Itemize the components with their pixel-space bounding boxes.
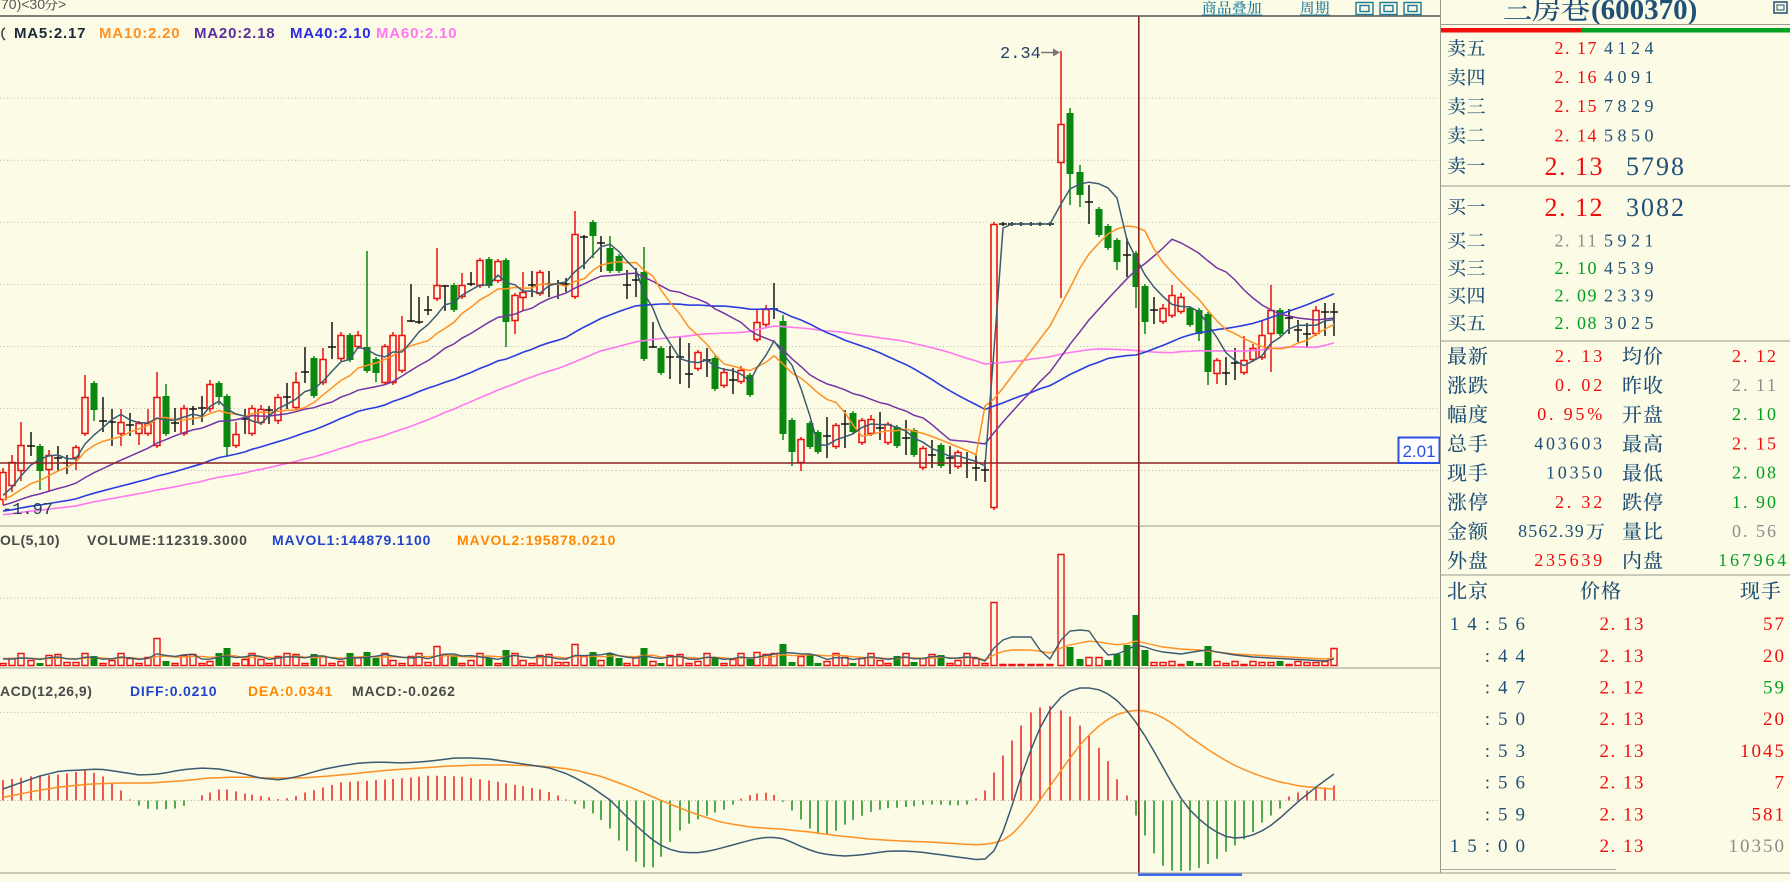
svg-text:2. 08: 2. 08 bbox=[1555, 313, 1599, 333]
svg-text:5850: 5850 bbox=[1604, 125, 1658, 145]
svg-text:2. 13: 2. 13 bbox=[1600, 741, 1646, 762]
svg-text:2. 13: 2. 13 bbox=[1600, 614, 1646, 635]
svg-text:4091: 4091 bbox=[1604, 67, 1658, 87]
svg-text:DEA:0.0341: DEA:0.0341 bbox=[248, 683, 333, 699]
svg-text:5798: 5798 bbox=[1626, 152, 1686, 181]
svg-text:2. 13: 2. 13 bbox=[1600, 646, 1646, 667]
svg-text:7: 7 bbox=[1775, 773, 1787, 794]
svg-text:2. 09: 2. 09 bbox=[1555, 285, 1599, 305]
svg-text:DIFF:0.0210: DIFF:0.0210 bbox=[130, 683, 217, 699]
svg-text:VOLUME:112319.3000: VOLUME:112319.3000 bbox=[87, 532, 248, 548]
svg-text:20: 20 bbox=[1763, 646, 1786, 667]
svg-text:2. 13: 2. 13 bbox=[1600, 836, 1646, 857]
svg-text:0. 02: 0. 02 bbox=[1555, 375, 1605, 395]
svg-text:-1.97: -1.97 bbox=[2, 501, 53, 520]
svg-text:2. 14: 2. 14 bbox=[1555, 125, 1599, 145]
svg-text:235639: 235639 bbox=[1534, 550, 1605, 570]
svg-text:2. 32: 2. 32 bbox=[1555, 492, 1605, 512]
svg-text::47: :47 bbox=[1485, 678, 1533, 699]
svg-text:2. 08: 2. 08 bbox=[1732, 463, 1778, 483]
svg-text:3025: 3025 bbox=[1604, 313, 1658, 333]
svg-text:2. 15: 2. 15 bbox=[1555, 96, 1599, 116]
svg-text:2. 15: 2. 15 bbox=[1732, 433, 1778, 453]
svg-text:2. 16: 2. 16 bbox=[1555, 67, 1599, 87]
svg-text:ACD(12,26,9): ACD(12,26,9) bbox=[0, 683, 92, 699]
svg-text:403603: 403603 bbox=[1534, 433, 1605, 453]
svg-text:(600370): (600370) bbox=[1591, 0, 1697, 26]
svg-text:MA60:2.10: MA60:2.10 bbox=[376, 25, 457, 42]
svg-text:OL(5,10): OL(5,10) bbox=[0, 532, 60, 548]
svg-text:2. 13: 2. 13 bbox=[1600, 773, 1646, 794]
svg-text:2339: 2339 bbox=[1604, 285, 1658, 305]
svg-text:1045: 1045 bbox=[1740, 741, 1786, 762]
svg-text:2. 12: 2. 12 bbox=[1600, 678, 1646, 699]
svg-text:59: 59 bbox=[1763, 678, 1786, 699]
svg-text:14:56: 14:56 bbox=[1450, 614, 1533, 635]
svg-text:2. 17: 2. 17 bbox=[1555, 38, 1599, 58]
svg-text:2. 13: 2. 13 bbox=[1600, 804, 1646, 825]
svg-text:MA20:2.18: MA20:2.18 bbox=[194, 25, 275, 42]
svg-text:1. 90: 1. 90 bbox=[1732, 492, 1778, 512]
svg-text:70)<30: 70)<30 bbox=[1, 0, 45, 12]
svg-text:0. 56: 0. 56 bbox=[1732, 521, 1778, 541]
svg-text:8562.39: 8562.39 bbox=[1518, 521, 1585, 541]
svg-text:2. 10: 2. 10 bbox=[1555, 258, 1599, 278]
svg-text:MA5:2.17: MA5:2.17 bbox=[14, 25, 86, 42]
svg-text:10350: 10350 bbox=[1729, 836, 1787, 857]
svg-text::44: :44 bbox=[1485, 646, 1533, 667]
svg-text:2. 10: 2. 10 bbox=[1732, 404, 1778, 424]
svg-text:MA10:2.20: MA10:2.20 bbox=[99, 25, 180, 42]
svg-text:20: 20 bbox=[1763, 709, 1786, 730]
svg-text:2.01: 2.01 bbox=[1402, 442, 1435, 461]
svg-text:57: 57 bbox=[1763, 614, 1786, 635]
svg-text:167964: 167964 bbox=[1718, 550, 1789, 570]
svg-text:2. 13: 2. 13 bbox=[1600, 709, 1646, 730]
svg-text::53: :53 bbox=[1485, 741, 1533, 762]
svg-text:4539: 4539 bbox=[1604, 258, 1658, 278]
svg-text:3082: 3082 bbox=[1626, 193, 1686, 222]
svg-text:4124: 4124 bbox=[1604, 38, 1658, 58]
svg-text:2. 11: 2. 11 bbox=[1732, 375, 1778, 395]
svg-text:15:00: 15:00 bbox=[1450, 836, 1533, 857]
svg-text:2. 13: 2. 13 bbox=[1545, 152, 1605, 181]
svg-text:MA40:2.10: MA40:2.10 bbox=[290, 25, 371, 42]
svg-text:2. 12: 2. 12 bbox=[1732, 346, 1778, 366]
svg-text:0. 95%: 0. 95% bbox=[1537, 404, 1605, 424]
svg-text:581: 581 bbox=[1752, 804, 1787, 825]
svg-text:MACD:-0.0262: MACD:-0.0262 bbox=[352, 683, 456, 699]
svg-text:7829: 7829 bbox=[1604, 96, 1658, 116]
svg-text::59: :59 bbox=[1485, 804, 1533, 825]
svg-text:2.34: 2.34 bbox=[1000, 45, 1041, 64]
svg-text:5921: 5921 bbox=[1604, 230, 1658, 250]
svg-text:MAVOL2:195878.0210: MAVOL2:195878.0210 bbox=[457, 532, 616, 548]
svg-text:2. 13: 2. 13 bbox=[1555, 346, 1605, 366]
svg-text:2. 12: 2. 12 bbox=[1545, 193, 1605, 222]
svg-text:MAVOL1:144879.1100: MAVOL1:144879.1100 bbox=[272, 532, 431, 548]
svg-text:>: > bbox=[58, 0, 66, 12]
svg-text:10350: 10350 bbox=[1546, 463, 1605, 483]
svg-text:2. 11: 2. 11 bbox=[1555, 230, 1599, 250]
svg-text::50: :50 bbox=[1485, 709, 1533, 730]
svg-text::56: :56 bbox=[1485, 773, 1533, 794]
